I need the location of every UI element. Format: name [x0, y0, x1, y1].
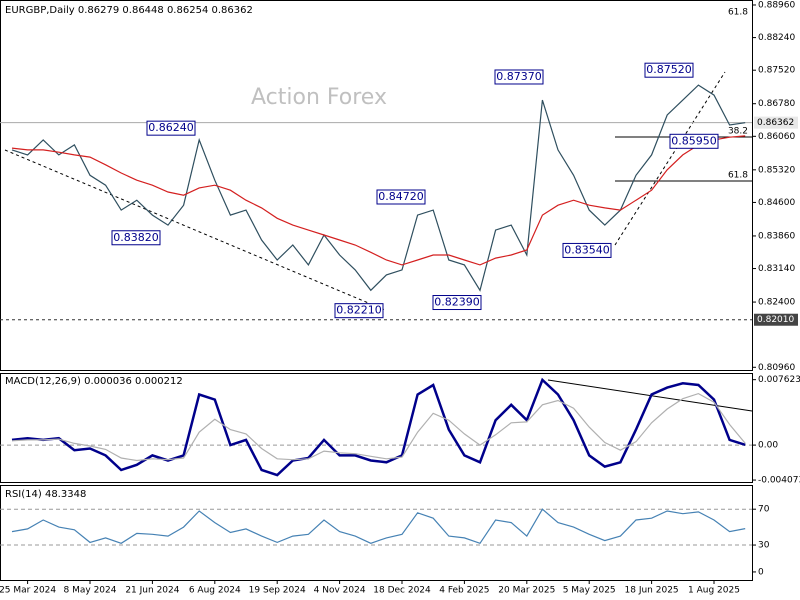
y-tick-label: 0.88960 [758, 0, 795, 10]
macd-title: MACD(12,26,9) 0.000036 0.000212 [5, 376, 183, 387]
price-label: 0.86362 [757, 118, 794, 128]
y-tick-label: 0.85320 [758, 165, 795, 175]
fib-label: 61.8 [728, 171, 748, 181]
price-annotation-box [376, 189, 426, 205]
price-annotation: 0.82210 [336, 304, 382, 317]
fib-line [614, 71, 726, 246]
trend-line [4, 149, 386, 311]
series-line [11, 84, 746, 292]
price-annotation: 0.85950 [671, 134, 717, 147]
series-line [11, 392, 746, 462]
y-tick-label: 0.86060 [758, 132, 795, 142]
price-annotation: 0.83540 [564, 243, 610, 256]
series-line [11, 377, 746, 477]
price-annotation-box [432, 295, 482, 311]
y-tick-label: 0.86780 [758, 99, 795, 109]
price-panel [0, 0, 753, 371]
price-annotation-box [146, 120, 196, 136]
x-tick-label: 4 Nov 2024 [314, 586, 366, 596]
price-label: 0.82010 [757, 315, 794, 325]
rsi-title: RSI(14) 48.3348 [5, 489, 86, 500]
price-annotation-box [111, 230, 161, 246]
x-tick-label: 8 May 2024 [64, 586, 117, 596]
fib-label: 38.2 [728, 127, 748, 137]
price-label-box [754, 313, 798, 326]
x-tick-label: 20 Mar 2025 [498, 586, 555, 596]
y-tick-label: 0.87520 [758, 66, 795, 76]
y-tick-label: 0.83140 [758, 264, 795, 274]
y-tick-label: 30 [758, 541, 770, 551]
y-tick-label: 0 [758, 567, 764, 577]
series-line [11, 508, 746, 545]
price-annotation: 0.86240 [148, 121, 194, 134]
watermark: Action Forex [251, 85, 387, 110]
y-tick-label: 0.88240 [758, 33, 795, 43]
price-annotation: 0.83820 [113, 231, 159, 244]
y-tick-label: 0.82400 [758, 298, 795, 308]
price-annotation: 0.87370 [496, 70, 542, 83]
x-tick-label: 4 Feb 2025 [439, 586, 489, 596]
price-annotation: 0.82390 [434, 296, 480, 309]
price-annotation-box [494, 69, 544, 85]
rsi-panel [0, 485, 753, 581]
y-tick-label: 0.80960 [758, 363, 795, 373]
series-line [11, 135, 746, 266]
macd-panel [0, 373, 753, 483]
price-annotation: 0.84720 [378, 190, 424, 203]
x-tick-label: 18 Jun 2025 [625, 586, 679, 596]
y-tick-label: 0.83860 [758, 231, 795, 241]
x-tick-label: 5 May 2025 [563, 586, 616, 596]
x-tick-label: 18 Dec 2024 [373, 586, 431, 596]
y-tick-label: -0.004073 [758, 476, 800, 486]
x-tick-label: 19 Sep 2024 [249, 586, 306, 596]
y-tick-label: 70 [758, 505, 770, 515]
price-annotation-box [334, 303, 384, 319]
price-annotation-box [562, 242, 612, 258]
x-tick-label: 21 Jun 2024 [125, 586, 179, 596]
price-annotation-box [669, 133, 719, 149]
x-tick-label: 25 Mar 2024 [0, 586, 56, 596]
price-annotation-box [644, 62, 694, 78]
price-annotation: 0.87520 [646, 63, 692, 76]
fib-label: 61.8 [728, 8, 748, 18]
chart-title: EURGBP,Daily 0.86279 0.86448 0.86254 0.8… [5, 5, 253, 16]
x-tick-label: 6 Aug 2024 [189, 586, 241, 596]
y-tick-label: 0.00 [758, 441, 778, 451]
price-label-box [754, 116, 798, 129]
x-tick-label: 1 Aug 2025 [688, 586, 740, 596]
y-tick-label: 0.84600 [758, 198, 795, 208]
y-tick-label: 0.007623 [758, 375, 800, 385]
